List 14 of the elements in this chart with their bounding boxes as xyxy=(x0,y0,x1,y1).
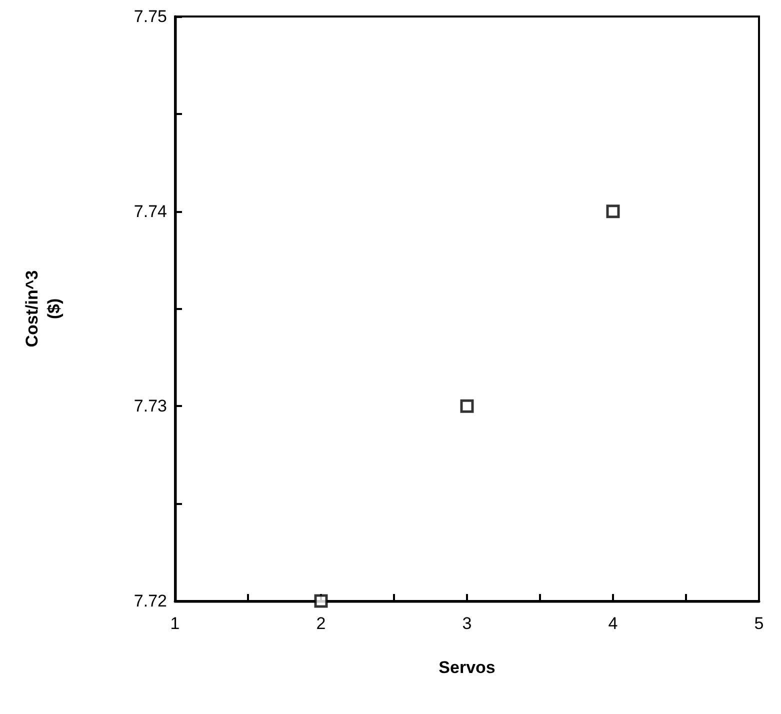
x-tick-label: 5 xyxy=(754,614,764,633)
y-axis-title: Cost/in^3 ($) xyxy=(22,270,64,348)
y-tick-label: 7.74 xyxy=(134,202,167,221)
y-tick-label: 7.75 xyxy=(134,7,167,26)
x-tick-label: 1 xyxy=(170,614,180,633)
x-tick-label: 3 xyxy=(462,614,472,633)
x-axis-title: Servos xyxy=(438,658,496,677)
x-tick-label: 2 xyxy=(316,614,326,633)
point xyxy=(314,594,328,608)
y-tick-label: 7.73 xyxy=(134,396,167,416)
point xyxy=(460,399,474,413)
point xyxy=(606,204,620,218)
x-tick-label: 4 xyxy=(608,614,618,633)
y-tick-label: 7.72 xyxy=(134,592,167,610)
